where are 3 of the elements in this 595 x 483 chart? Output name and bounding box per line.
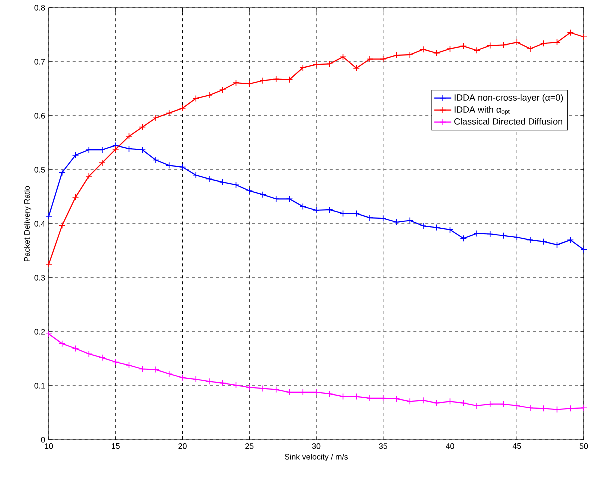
legend-label: IDDA non-cross-layer (α=0) — [454, 94, 564, 103]
legend-label: IDDA with α$_{opt}$ — [454, 106, 510, 116]
legend-label: Classical Directed Diffusion — [454, 118, 562, 125]
